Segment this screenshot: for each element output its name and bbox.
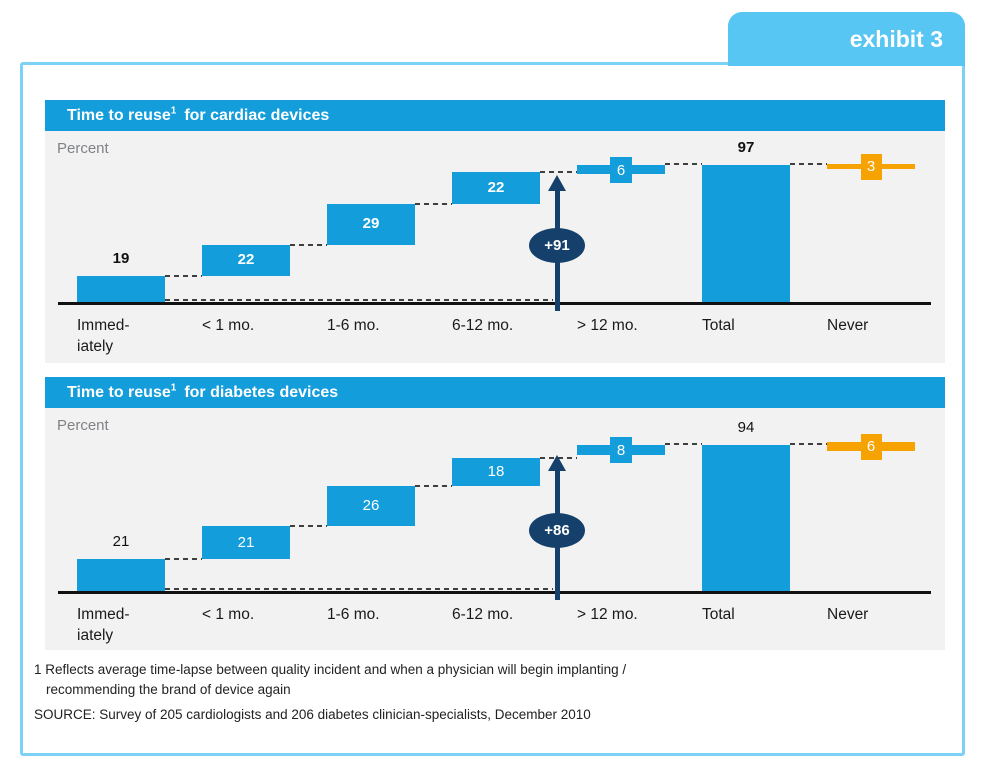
waterfall-bar — [452, 172, 540, 204]
connector-dash — [790, 443, 827, 446]
category-label: Never — [827, 606, 869, 623]
baseline-dash — [165, 299, 553, 301]
bar-value-label: 21 — [237, 533, 255, 551]
exhibit-badge: exhibit 3 — [728, 12, 965, 66]
connector-dash — [665, 163, 702, 166]
total-bar — [702, 165, 790, 303]
connector-dash — [540, 171, 577, 174]
footnote-line-1: 1 Reflects average time-lapse between qu… — [34, 662, 627, 677]
thin-bar-value-box: 8 — [610, 437, 632, 464]
category-label: Never — [827, 317, 869, 334]
chart-title-rest: for cardiac devices — [184, 107, 330, 124]
category-label: 6-12 mo. — [452, 317, 514, 334]
never-value-box: 6 — [860, 433, 882, 460]
category-label: 1-6 mo. — [327, 317, 380, 334]
bar-value-label: 22 — [237, 251, 255, 269]
x-axis-line — [58, 302, 931, 305]
category-label: 6-12 mo. — [452, 606, 514, 623]
diabetes-waterfall-plot: 21 Immed- iately 21 < 1 mo. 26 1-6 mo. 18 6-12 … — [45, 377, 945, 650]
connector-dash — [165, 275, 202, 278]
source-line: SOURCE: Survey of 205 cardiologists and … — [34, 707, 591, 722]
bar-value-label: 21 — [112, 533, 130, 551]
waterfall-bar — [327, 203, 415, 245]
bar-value-label: 19 — [112, 250, 130, 268]
category-label: Immed- iately — [77, 606, 130, 644]
connector-dash — [290, 243, 327, 246]
x-axis-line — [58, 591, 931, 594]
gain-badge-label: +86 — [529, 512, 585, 548]
chart-title-text: Time to reuse — [67, 384, 171, 401]
category-label: Immed- iately — [77, 317, 130, 355]
waterfall-bar — [77, 276, 165, 303]
category-label: > 12 mo. — [577, 317, 638, 334]
bar-value-label: 18 — [487, 462, 505, 480]
gain-badge-label: +91 — [529, 228, 585, 264]
category-label: Total — [702, 606, 735, 623]
total-bar — [702, 445, 790, 592]
category-label: < 1 mo. — [202, 606, 255, 623]
gain-arrow-head — [548, 175, 566, 192]
unit-label: Percent — [57, 417, 109, 434]
connector-dash — [165, 558, 202, 561]
bar-value-label: 26 — [362, 497, 380, 515]
category-label: Total — [702, 317, 735, 334]
cardiac-chart-title: Time to reuse1 for cardiac devices — [45, 100, 945, 131]
never-value-box: 3 — [860, 153, 882, 180]
waterfall-bar — [77, 559, 165, 592]
exhibit-badge-label: exhibit 3 — [849, 25, 943, 52]
diabetes-chart-panel: Time to reuse1 for diabetes devices Perce… — [45, 377, 945, 650]
cardiac-chart-panel: Time to reuse1 for cardiac devices Percen… — [45, 100, 945, 363]
cardiac-waterfall-plot: 19 Immed- iately 22 < 1 mo. 29 1-6 mo. 22 6-12 … — [45, 100, 945, 363]
footnote-line-2: recommending the brand of device again — [46, 682, 291, 697]
chart-title-text: Time to reuse — [67, 107, 171, 124]
unit-label: Percent — [57, 140, 109, 157]
total-value-label: 94 — [737, 419, 755, 437]
chart-title-rest: for diabetes devices — [184, 384, 339, 401]
category-label: 1-6 mo. — [327, 606, 380, 623]
footnote-marker: 1 — [170, 382, 177, 394]
bar-value-label: 29 — [362, 215, 380, 233]
connector-dash — [415, 202, 452, 205]
category-label: > 12 mo. — [577, 606, 638, 623]
gain-arrow-head — [548, 455, 566, 472]
waterfall-bar — [202, 244, 290, 276]
connector-dash — [665, 443, 702, 446]
diabetes-chart-title: Time to reuse1 for diabetes devices — [45, 377, 945, 408]
thin-bar-value-box: 6 — [610, 157, 632, 184]
footnote-marker: 1 — [170, 105, 177, 117]
waterfall-bar — [327, 485, 415, 527]
bar-value-label: 22 — [487, 178, 505, 196]
waterfall-bar — [202, 526, 290, 560]
waterfall-bar — [452, 457, 540, 486]
connector-dash — [290, 525, 327, 528]
connector-dash — [415, 484, 452, 487]
connector-dash — [790, 163, 827, 166]
baseline-dash — [165, 588, 553, 590]
total-value-label: 97 — [737, 139, 755, 157]
footnote: 1 Reflects average time-lapse between qu… — [34, 660, 626, 700]
category-label: < 1 mo. — [202, 317, 255, 334]
